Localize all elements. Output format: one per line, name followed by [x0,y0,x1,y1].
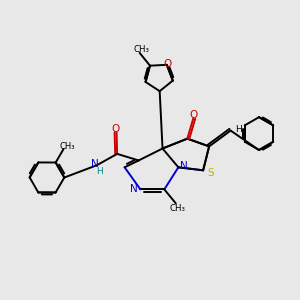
Text: CH₃: CH₃ [133,45,149,54]
Text: N: N [180,161,188,171]
Text: O: O [111,124,119,134]
Text: H: H [236,124,242,134]
Text: O: O [163,59,172,69]
Text: O: O [189,110,197,120]
Text: N: N [130,184,138,194]
Text: CH₃: CH₃ [59,142,75,151]
Text: CH₃: CH₃ [169,204,185,213]
Text: N: N [92,159,99,169]
Text: H: H [96,167,103,176]
Text: S: S [207,168,214,178]
